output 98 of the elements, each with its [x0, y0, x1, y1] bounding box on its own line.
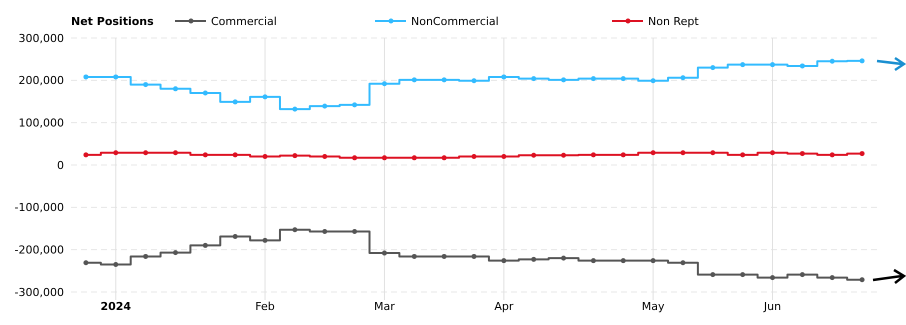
x-tick-label: May [642, 300, 665, 313]
point [561, 256, 566, 261]
point [650, 258, 656, 264]
point [202, 152, 208, 158]
point [172, 150, 178, 156]
point [800, 151, 805, 156]
point [172, 250, 178, 256]
legend-title: Net Positions [71, 15, 154, 28]
point [740, 62, 746, 68]
point [292, 227, 298, 232]
point [620, 76, 626, 82]
x-tick-label: Feb [255, 300, 275, 313]
point [561, 77, 566, 82]
point [472, 254, 476, 259]
point [442, 155, 447, 160]
point [442, 254, 447, 259]
point [860, 277, 865, 282]
point [322, 154, 328, 160]
y-tick-label: 300,000 [18, 32, 64, 45]
y-tick-label: 200,000 [18, 74, 64, 88]
point [860, 58, 865, 64]
y-tick-label: 0 [57, 158, 64, 172]
point [740, 152, 746, 158]
point [143, 82, 148, 88]
point [113, 150, 118, 156]
point [680, 150, 686, 156]
point [382, 155, 387, 160]
point [113, 74, 118, 80]
point [710, 272, 716, 278]
legend-label: Non Rept [648, 15, 700, 28]
y-tick-label: -300,000 [14, 286, 64, 299]
legend-label: Commercial [211, 15, 277, 28]
legend-label: NonCommercial [411, 15, 499, 28]
point [232, 234, 238, 240]
point [770, 150, 776, 156]
point [322, 228, 328, 234]
point [620, 152, 626, 158]
point [830, 275, 835, 280]
point [202, 90, 208, 96]
x-tick-label: Jun [762, 300, 782, 313]
point [710, 150, 716, 156]
point [113, 262, 118, 267]
point [770, 62, 776, 68]
point [382, 81, 387, 86]
point [561, 152, 566, 158]
point [680, 260, 686, 266]
point [412, 254, 417, 259]
point [740, 272, 746, 278]
point [860, 151, 865, 156]
point [800, 63, 805, 68]
point [322, 104, 328, 109]
point [620, 258, 626, 264]
point [800, 272, 805, 278]
point [590, 152, 596, 158]
point [590, 76, 596, 82]
point [83, 260, 88, 266]
y-tick-label: -100,000 [14, 201, 64, 214]
point [83, 74, 88, 80]
point [382, 250, 387, 256]
x-tick-label: Apr [494, 300, 514, 313]
point [352, 155, 358, 160]
point [650, 78, 656, 84]
point [352, 228, 358, 234]
point [352, 102, 358, 108]
point [412, 77, 417, 82]
y-tick-label: 100,000 [18, 116, 64, 130]
point [232, 99, 238, 104]
x-tick-label: Mar [374, 300, 396, 313]
point [501, 154, 506, 160]
point [680, 75, 686, 80]
point [442, 77, 447, 82]
point [143, 150, 148, 156]
point [472, 78, 476, 84]
point [770, 275, 776, 280]
y-tick-label: -200,000 [14, 244, 64, 257]
point [143, 254, 148, 259]
point [262, 154, 268, 160]
point [472, 154, 476, 160]
point [710, 65, 716, 70]
point [83, 152, 88, 158]
point [292, 106, 298, 112]
point [172, 86, 178, 92]
point [262, 94, 268, 100]
point [202, 242, 208, 248]
point [830, 58, 835, 64]
point [590, 258, 596, 264]
point [501, 74, 506, 80]
point [412, 155, 417, 160]
x-tick-label: 2024 [100, 300, 132, 313]
point [531, 152, 536, 158]
point [232, 152, 238, 158]
point [501, 258, 506, 264]
point [531, 76, 536, 82]
point [830, 152, 835, 158]
point [650, 150, 656, 156]
point [531, 256, 536, 262]
point [262, 238, 268, 243]
point [292, 153, 298, 158]
